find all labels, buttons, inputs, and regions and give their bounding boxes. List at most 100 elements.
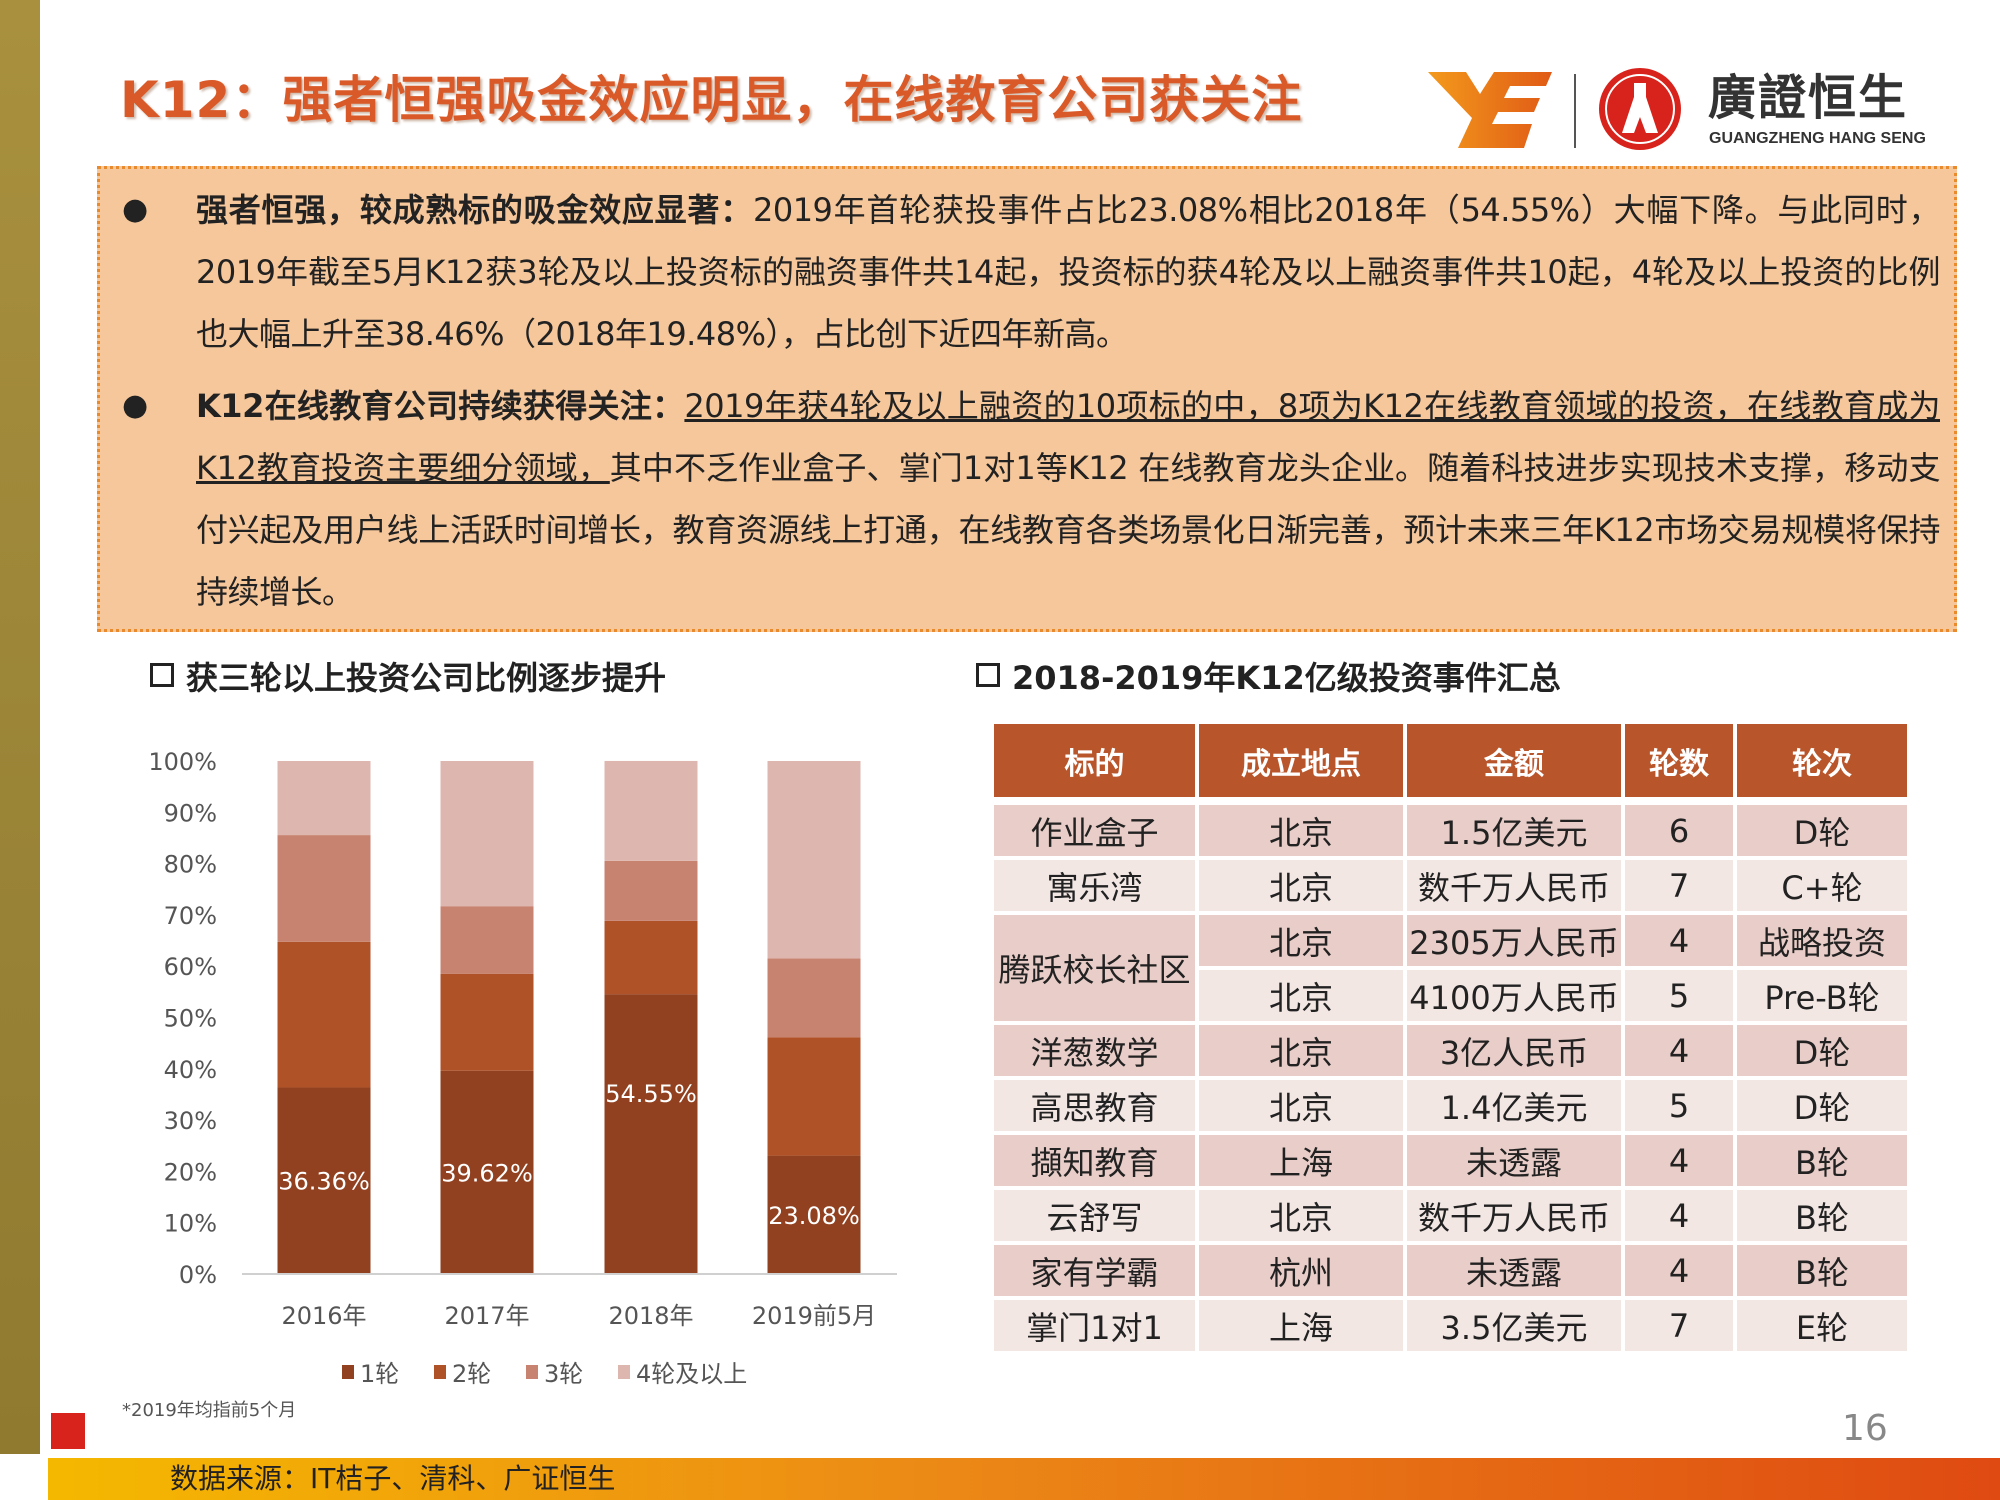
table-cell: 3.5亿美元: [1407, 1300, 1621, 1355]
table-row: 北京 4100万人民币 5 Pre-B轮: [994, 970, 1907, 1025]
y-tick-label: 40%: [164, 1056, 217, 1084]
table-cell: E轮: [1737, 1300, 1907, 1355]
table-header-cell: 轮数: [1625, 724, 1733, 805]
y-tick-label: 10%: [164, 1210, 217, 1238]
bar-segment-2轮: [767, 1037, 861, 1156]
bullet-lead: K12在线教育公司持续获得关注：: [196, 387, 685, 425]
table-cell: 6: [1625, 805, 1733, 860]
page-title: K12：强者恒强吸金效应明显，在线教育公司获关注: [120, 71, 1303, 129]
x-tick-label: 2018年: [608, 1302, 693, 1330]
table-cell: 4: [1625, 1245, 1733, 1300]
checkbox-square-icon: [150, 663, 174, 687]
table-cell: 1.5亿美元: [1407, 805, 1621, 860]
source-text: 数据来源：IT桔子、清科、广证恒生: [170, 1462, 616, 1495]
footer-band: 数据来源：IT桔子、清科、广证恒生: [48, 1458, 2000, 1500]
bar-segment-1轮: [277, 1087, 371, 1274]
table-cell: 4: [1625, 1190, 1733, 1245]
table-cell: B轮: [1737, 1190, 1907, 1245]
table-row: 洋葱数学 北京 3亿人民币 4 D轮: [994, 1025, 1907, 1080]
table-cell: 4: [1625, 915, 1733, 970]
table-cell: 7: [1625, 860, 1733, 915]
table-row: 作业盒子 北京 1.5亿美元 6 D轮: [994, 805, 1907, 860]
legend-label: 4轮及以上: [636, 1360, 747, 1388]
bar-segment-1轮: [604, 994, 698, 1274]
data-label: 23.08%: [768, 1202, 860, 1230]
bar-segment-1轮: [440, 1070, 534, 1274]
table-header-cell: 成立地点: [1199, 724, 1403, 805]
bar-segment-2轮: [440, 973, 534, 1071]
table-cell: D轮: [1737, 805, 1907, 860]
table-cell: 数千万人民币: [1407, 860, 1621, 915]
table-cell: 腾跃校长社区: [994, 915, 1195, 1025]
bar-segment-3轮: [767, 958, 861, 1038]
bar-segment-4轮及以上: [277, 761, 371, 836]
table-cell: B轮: [1737, 1135, 1907, 1190]
bar-segment-4轮及以上: [440, 761, 534, 907]
table-row: 云舒写 北京 数千万人民币 4 B轮: [994, 1190, 1907, 1245]
table-cell: 擷知教育: [994, 1135, 1195, 1190]
legend-swatch: [342, 1365, 354, 1379]
table-row: 家有学霸 杭州 未透露 4 B轮: [994, 1245, 1907, 1300]
x-tick-label: 2016年: [281, 1302, 366, 1330]
table-cell: 2305万人民币: [1407, 915, 1621, 970]
investment-table: 标的 成立地点 金额 轮数 轮次 作业盒子 北京 1.5亿美元 6 D轮 寓乐湾 北京 数千万人民币 7…: [990, 724, 1911, 1355]
chart-section-title-text: 获三轮以上投资公司比例逐步提升: [186, 659, 667, 697]
hang-seng-seal-icon: [1599, 68, 1681, 150]
table-cell: 作业盒子: [994, 805, 1195, 860]
table-cell: 洋葱数学: [994, 1025, 1195, 1080]
bar-segment-2轮: [604, 920, 698, 995]
table-cell: 北京: [1199, 970, 1403, 1025]
table-header-cell: 金额: [1407, 724, 1621, 805]
y-tick-label: 100%: [148, 748, 217, 776]
summary-box: ● 强者恒强，较成熟标的吸金效应显著：2019年首轮获投事件占比23.08%相比…: [97, 166, 1957, 632]
table-cell: 4: [1625, 1025, 1733, 1080]
x-tick-label: 2019前5月: [752, 1302, 876, 1330]
checkbox-square-icon: [976, 663, 1000, 687]
data-label: 39.62%: [441, 1159, 533, 1187]
table-cell: D轮: [1737, 1080, 1907, 1135]
table-row: 掌门1对1 上海 3.5亿美元 7 E轮: [994, 1300, 1907, 1355]
legend-label: 3轮: [544, 1360, 583, 1388]
table-cell: 北京: [1199, 1190, 1403, 1245]
bar-segment-3轮: [440, 906, 534, 974]
bar-segment-3轮: [604, 860, 698, 921]
table-cell: 云舒写: [994, 1190, 1195, 1245]
table-cell: 未透露: [1407, 1135, 1621, 1190]
table-row: 擷知教育 上海 未透露 4 B轮: [994, 1135, 1907, 1190]
bullet-underlined-text: 2019年获4轮及以上融资的10项标的中，8项为K12在线教育领域的投资，在线教…: [196, 387, 1941, 487]
table-cell: 北京: [1199, 1080, 1403, 1135]
bullet-2: ● K12在线教育公司持续获得关注：2019年获4轮及以上融资的10项标的中，8…: [100, 375, 1941, 623]
y-tick-label: 30%: [164, 1107, 217, 1135]
bullet-1: ● 强者恒强，较成熟标的吸金效应显著：2019年首轮获投事件占比23.08%相比…: [100, 179, 1941, 365]
table-cell: 数千万人民币: [1407, 1190, 1621, 1245]
table-cell: 5: [1625, 970, 1733, 1025]
ye-logo-icon: [1428, 72, 1552, 148]
y-tick-label: 0%: [179, 1261, 217, 1289]
table-cell: D轮: [1737, 1025, 1907, 1080]
data-label: 54.55%: [605, 1080, 697, 1108]
table-cell: 未透露: [1407, 1245, 1621, 1300]
left-accent-bar: [0, 0, 40, 1454]
legend-swatch: [618, 1365, 630, 1379]
table-section-title-text: 2018-2019年K12亿级投资事件汇总: [1012, 659, 1561, 697]
table-cell: 3亿人民币: [1407, 1025, 1621, 1080]
logo-text-cn: 廣證恒生: [1708, 70, 1909, 126]
table-cell: 家有学霸: [994, 1245, 1195, 1300]
red-square-decoration: [51, 1413, 85, 1449]
page-number: 16: [1842, 1408, 1888, 1449]
bullet-dot-icon: ●: [122, 388, 148, 423]
bar-segment-4轮及以上: [767, 761, 861, 959]
data-label: 36.36%: [278, 1168, 370, 1196]
bar-segment-1轮: [767, 1155, 861, 1274]
table-cell: 1.4亿美元: [1407, 1080, 1621, 1135]
legend-label: 1轮: [360, 1360, 399, 1388]
chart-footnote: *2019年均指前5个月: [122, 1400, 297, 1421]
bullet-dot-icon: ●: [122, 192, 148, 227]
table-cell: C+轮: [1737, 860, 1907, 915]
table-cell: 4100万人民币: [1407, 970, 1621, 1025]
y-tick-label: 70%: [164, 902, 217, 930]
table-cell: 5: [1625, 1080, 1733, 1135]
table-cell: 上海: [1199, 1300, 1403, 1355]
table-cell: B轮: [1737, 1245, 1907, 1300]
table-header-cell: 轮次: [1737, 724, 1907, 805]
